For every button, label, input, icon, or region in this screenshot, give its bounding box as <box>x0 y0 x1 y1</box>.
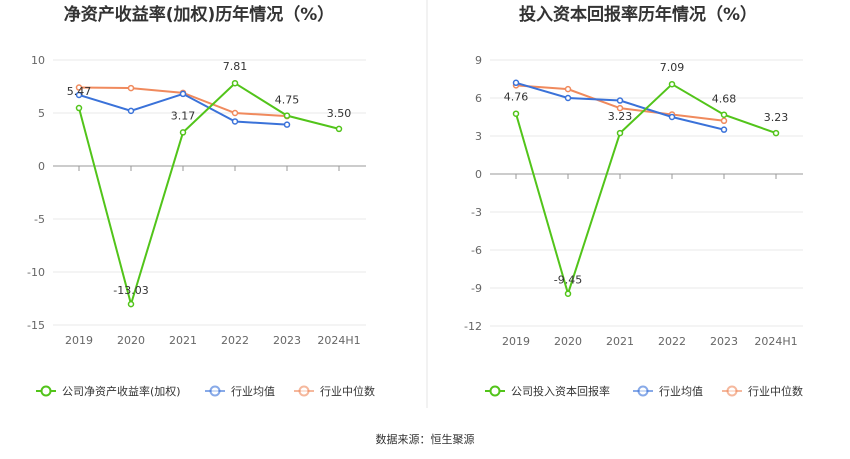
data-point <box>564 85 572 93</box>
data-point <box>668 113 676 121</box>
x-tick-label: 2022 <box>658 335 686 348</box>
data-point <box>512 110 520 117</box>
x-tick-label: 2020 <box>117 334 145 347</box>
y-tick-label: -9 <box>471 282 482 295</box>
chart-roe: 净资产收益率(加权)历年情况（%） -15 -10 -5 0 5 10 2019 2020 20… <box>27 4 375 398</box>
data-point <box>75 84 83 91</box>
y-tick-label: 10 <box>31 54 45 67</box>
data-point <box>564 94 572 102</box>
data-label: 3.23 <box>608 110 633 123</box>
y-tick-label: -5 <box>34 213 45 226</box>
data-point <box>75 91 83 99</box>
data-label: 7.09 <box>660 61 685 74</box>
x-tick-label: 2019 <box>502 335 530 348</box>
data-point <box>616 104 624 112</box>
plot-area-roe: -15 -10 -5 0 5 10 2019 2020 2021 2022 2023 2024H1 5.… <box>27 54 366 347</box>
legend-label: 行业均值 <box>231 385 275 398</box>
data-label: 3.17 <box>171 109 196 122</box>
data-point <box>283 112 291 119</box>
data-point <box>179 129 187 136</box>
data-point <box>231 79 239 87</box>
y-tick-label: 0 <box>475 168 482 181</box>
legend-marker <box>40 385 52 397</box>
series-line <box>515 82 777 298</box>
y-tick-label: -10 <box>27 266 45 279</box>
y-tick-label: -15 <box>27 319 45 332</box>
data-point <box>772 129 780 137</box>
x-tick-label: 2021 <box>606 335 634 348</box>
data-point <box>283 121 291 128</box>
y-tick-label: -3 <box>471 206 482 219</box>
chart-title-roic: 投入资本回报率历年情况（%） <box>519 4 757 25</box>
y-tick-label: -6 <box>471 244 482 257</box>
legend-label: 公司投入资本回报率 <box>511 384 610 398</box>
y-tick-label: 6 <box>475 92 482 105</box>
legend-roic[interactable]: 公司投入资本回报率 行业均值 行业中位数 <box>485 384 803 398</box>
data-label: 4.76 <box>504 91 529 104</box>
y-tick-label: 3 <box>475 130 482 143</box>
data-label: 3.23 <box>764 111 789 124</box>
data-point <box>127 107 135 115</box>
plot-area-roic: -12 -9 -6 -3 0 3 6 9 2019 2020 2021 2022 2023 2024H1 4… <box>464 54 803 348</box>
x-tick-label: 2023 <box>273 334 301 347</box>
legend-marker <box>489 385 501 397</box>
x-tick-label: 2022 <box>221 334 249 347</box>
data-point <box>179 90 187 98</box>
data-point <box>231 109 239 117</box>
legend-marker <box>209 385 221 397</box>
y-tick-label: 0 <box>38 160 45 173</box>
y-tick-label: 5 <box>38 107 45 120</box>
legend-label: 行业均值 <box>659 385 703 398</box>
legend-roe[interactable]: 公司净资产收益率(加权) 行业均值 行业中位数 <box>36 384 375 398</box>
data-point <box>720 111 728 118</box>
data-label: -13.03 <box>113 284 148 297</box>
data-point <box>668 80 676 88</box>
data-point <box>231 118 239 125</box>
data-label: 4.75 <box>275 94 300 107</box>
legend-marker <box>637 385 649 397</box>
source-label: 数据来源：恒生聚源 <box>376 432 475 446</box>
legend-label: 行业中位数 <box>320 384 375 398</box>
y-tick-label: -12 <box>464 320 482 333</box>
data-label: 3.50 <box>327 107 352 120</box>
chart-title-roe: 净资产收益率(加权)历年情况（%） <box>64 4 335 25</box>
x-tick-label: 2020 <box>554 335 582 348</box>
data-label: 7.81 <box>223 60 248 73</box>
x-tick-label: 2023 <box>710 335 738 348</box>
data-point <box>616 97 624 104</box>
data-point <box>127 84 135 92</box>
data-point <box>616 129 624 137</box>
data-point <box>720 126 728 133</box>
data-point <box>127 300 135 308</box>
x-tick-label: 2021 <box>169 334 197 347</box>
legend-marker <box>298 385 310 397</box>
data-point <box>512 79 520 87</box>
legend-label: 公司净资产收益率(加权) <box>62 384 181 398</box>
series-line <box>78 81 340 308</box>
x-tick-label: 2024H1 <box>317 334 360 347</box>
data-point <box>720 117 728 125</box>
data-point <box>335 125 343 133</box>
data-label: -9.45 <box>554 274 582 287</box>
legend-label: 行业中位数 <box>748 384 803 398</box>
legend-marker <box>726 385 738 397</box>
data-label: 4.68 <box>712 93 737 106</box>
data-point <box>75 104 83 112</box>
y-tick-label: 9 <box>475 54 482 67</box>
x-tick-label: 2019 <box>65 334 93 347</box>
chart-roic: 投入资本回报率历年情况（%） -12 -9 -6 -3 0 3 6 9 2019 2020 2021… <box>464 4 803 398</box>
x-tick-label: 2024H1 <box>754 335 797 348</box>
data-label: 5.47 <box>67 85 92 98</box>
data-point <box>564 290 572 297</box>
